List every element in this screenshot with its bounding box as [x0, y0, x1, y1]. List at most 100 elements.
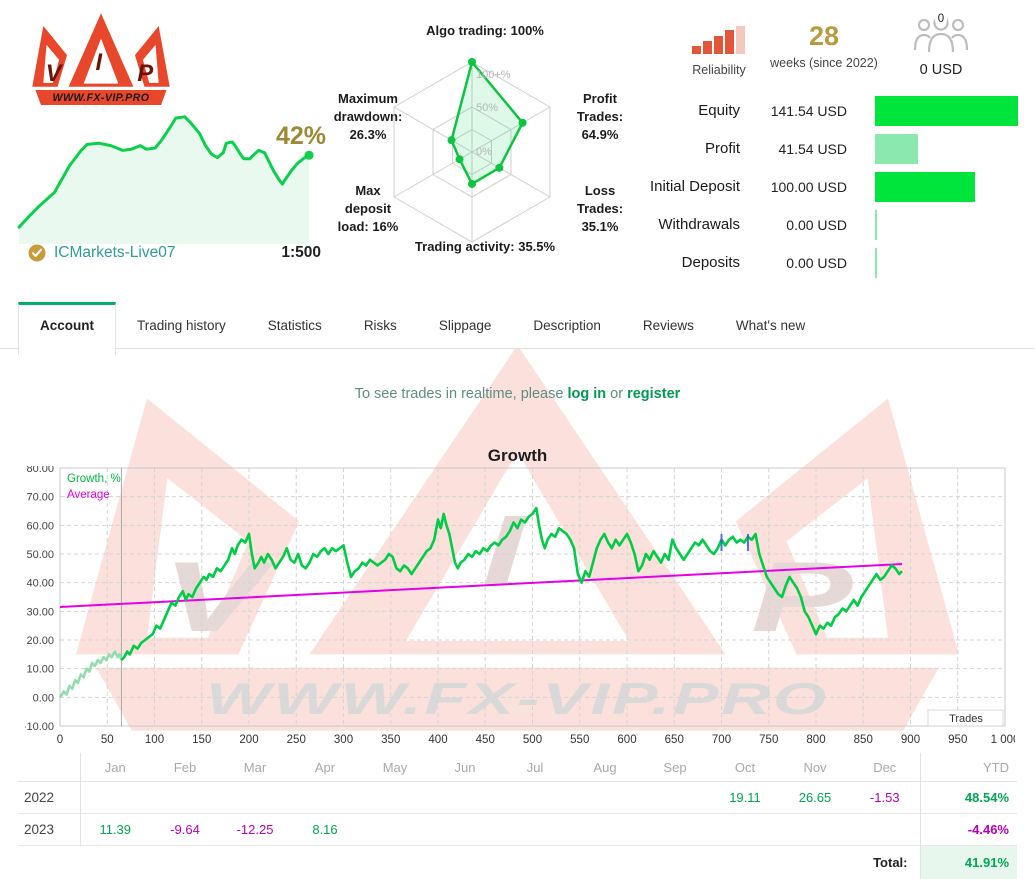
x-tick-label: 650	[665, 734, 684, 746]
month-value	[570, 782, 640, 814]
month-value	[640, 814, 710, 846]
month-header-apr: Apr	[290, 753, 360, 782]
y-tick-label: -10.00	[25, 721, 54, 733]
y-tick-label: 20.00	[26, 635, 54, 647]
month-header-jul: Jul	[500, 753, 570, 782]
tab-statistics[interactable]: Statistics	[247, 302, 343, 348]
brand-logo	[22, 10, 180, 113]
tab-what-s-new[interactable]: What's new	[715, 302, 826, 348]
month-value	[360, 782, 430, 814]
total-value: 41.91%	[920, 846, 1017, 879]
radar-ring-label: 50%	[476, 102, 498, 114]
y-tick-label: 40.00	[26, 578, 54, 590]
month-header-aug: Aug	[570, 753, 640, 782]
y-tick-label: 50.00	[26, 549, 54, 561]
radar-vertex-dot	[456, 155, 464, 163]
tab-trading-history[interactable]: Trading history	[116, 302, 247, 348]
x-tick-label: 250	[287, 734, 306, 746]
stat-row-equity: Equity 141.54 USD	[540, 96, 1020, 126]
month-value	[500, 782, 570, 814]
tab-risks[interactable]: Risks	[343, 302, 418, 348]
legend-entry: Growth, %	[67, 473, 121, 485]
stat-value: 0.00 USD	[752, 255, 847, 271]
tab-description[interactable]: Description	[512, 302, 622, 348]
stat-value: 0.00 USD	[752, 217, 847, 233]
month-header-mar: Mar	[220, 753, 290, 782]
x-tick-label: 50	[101, 734, 114, 746]
account-name-link[interactable]: ICMarkets-Live07	[54, 244, 175, 262]
verified-check-icon	[28, 244, 46, 262]
month-value	[710, 814, 780, 846]
month-value: -9.64	[150, 814, 220, 846]
x-tick-label: 900	[901, 734, 920, 746]
stat-label: Initial Deposit	[540, 178, 740, 195]
radar-vertex-dot	[468, 180, 476, 188]
x-tick-label: 600	[617, 734, 636, 746]
radar-vertex-dot	[448, 136, 456, 144]
month-header-oct: Oct	[710, 753, 780, 782]
stat-bar	[875, 172, 975, 202]
x-tick-label: 800	[806, 734, 825, 746]
legend-entry: Average	[67, 489, 110, 501]
subscribers-count: 0	[905, 13, 977, 25]
stat-label: Withdrawals	[540, 216, 740, 233]
month-value	[850, 814, 920, 846]
total-label: Total:	[18, 846, 920, 879]
log-in-link[interactable]: log in	[567, 386, 606, 402]
stat-value: 141.54 USD	[752, 103, 847, 119]
x-tick-label: 550	[570, 734, 589, 746]
growth-line-initial	[60, 651, 121, 697]
y-tick-label: 0.00	[33, 692, 54, 704]
radar-ring-label: 100+%	[476, 69, 511, 81]
account-row: ICMarkets-Live07 1:500	[28, 243, 323, 265]
stat-label: Equity	[540, 102, 740, 119]
radar-vertex-dot	[495, 164, 503, 172]
ytd-value: -4.46%	[920, 814, 1017, 846]
x-tick-label: 850	[854, 734, 873, 746]
month-header-nov: Nov	[780, 753, 850, 782]
xlabel-text: Trades	[949, 713, 983, 725]
x-tick-label: 100	[145, 734, 164, 746]
mini-growth-endpoint	[305, 151, 314, 160]
leverage-value: 1:500	[281, 244, 321, 262]
stat-row-withdrawals: Withdrawals 0.00 USD	[540, 210, 1020, 240]
month-header-sep: Sep	[640, 753, 710, 782]
subscribers-amount: 0 USD	[905, 62, 977, 78]
month-value	[80, 782, 150, 814]
tab-slippage[interactable]: Slippage	[418, 302, 513, 348]
tab-reviews[interactable]: Reviews	[622, 302, 715, 348]
month-value	[570, 814, 640, 846]
year-label: 2022	[18, 782, 80, 814]
x-tick-label: 350	[381, 734, 400, 746]
register-link[interactable]: register	[627, 386, 680, 402]
y-tick-label: 80.00	[26, 466, 54, 475]
stat-value: 100.00 USD	[752, 179, 847, 195]
month-value	[150, 782, 220, 814]
x-tick-label: 700	[712, 734, 731, 746]
tab-account[interactable]: Account	[18, 302, 116, 355]
radar-vertex-dot	[468, 58, 476, 66]
total-row: Total:41.91%	[18, 846, 1017, 879]
month-header-jun: Jun	[430, 753, 500, 782]
growth-chart-title: Growth	[0, 446, 1035, 466]
signal-age-block: 28 weeks (since 2022)	[764, 22, 884, 70]
y-tick-label: 10.00	[26, 664, 54, 676]
month-header-ytd: YTD	[920, 753, 1017, 782]
month-value	[290, 782, 360, 814]
radar-ring-label: 0%	[476, 146, 492, 158]
realtime-notice: To see trades in realtime, please log in…	[0, 386, 1035, 402]
stat-bar	[875, 210, 877, 240]
reliability-bars-icon	[691, 26, 747, 54]
month-value	[430, 782, 500, 814]
x-tick-label: 150	[192, 734, 211, 746]
weeks-count: 28	[764, 22, 884, 52]
stat-label: Profit	[540, 140, 740, 157]
